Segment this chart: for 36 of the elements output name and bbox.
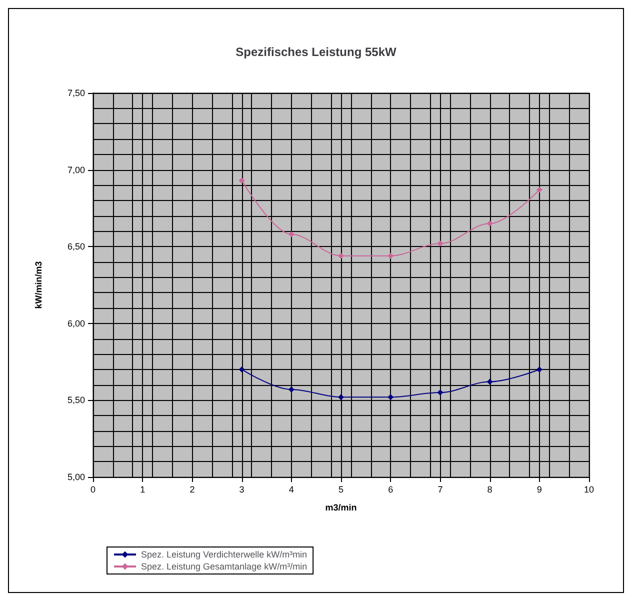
point xyxy=(238,178,245,184)
y-axis-title: kW/min/m3 xyxy=(34,261,44,309)
x-tick-label: 10 xyxy=(584,484,594,494)
point xyxy=(437,390,444,396)
x-tick-label: 7 xyxy=(438,484,443,494)
point xyxy=(486,220,493,227)
x-tick-label: 2 xyxy=(190,484,195,494)
point xyxy=(238,366,245,372)
point xyxy=(288,231,294,238)
x-tick-label: 6 xyxy=(388,484,394,494)
point xyxy=(338,394,344,400)
x-tick-label: 5 xyxy=(338,484,344,494)
y-tick-label: 7,50 xyxy=(67,88,85,98)
point xyxy=(338,252,344,259)
point xyxy=(388,252,394,259)
y-tick-label: 5,50 xyxy=(67,395,85,406)
point xyxy=(437,240,444,247)
legend-label: Spez. Leistung Gesamtanlage kW/m³/min xyxy=(141,562,308,572)
y-tick-label: 5,00 xyxy=(67,472,85,482)
y-tick-label: 6,50 xyxy=(67,242,85,252)
x-tick-label: 3 xyxy=(239,484,244,494)
point xyxy=(288,386,294,392)
point xyxy=(536,366,542,372)
legend-label: Spez. Leistung Verdichterwelle kW/m³min xyxy=(141,550,308,560)
point xyxy=(486,378,493,385)
x-axis-title: m3/min xyxy=(325,502,357,512)
point xyxy=(388,394,394,400)
x-tick-label: 4 xyxy=(288,484,294,494)
x-tick-label: 0 xyxy=(90,484,96,494)
x-tick-label: 1 xyxy=(140,484,146,494)
x-tick-label: 9 xyxy=(536,484,542,494)
y-tick-label: 6,00 xyxy=(67,318,85,328)
point xyxy=(536,186,542,193)
y-tick-label: 7,00 xyxy=(67,164,85,175)
chart-title: Spezifisches Leistung 55kW xyxy=(236,45,398,59)
x-tick-label: 8 xyxy=(487,484,492,494)
